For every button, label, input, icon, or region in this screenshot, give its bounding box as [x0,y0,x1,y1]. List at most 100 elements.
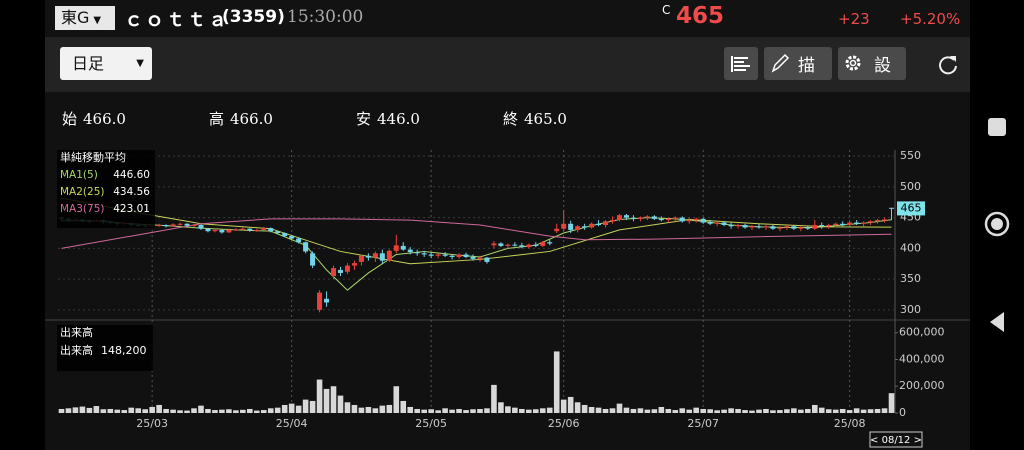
volume-bar [267,408,274,413]
candle-body [372,253,378,258]
volume-bar [170,409,176,413]
ma-line [61,217,892,291]
candle-body [512,244,518,246]
volume-bar [212,410,218,413]
back[interactable] [990,312,1004,332]
candle-body [533,244,539,246]
candle-body [428,254,434,256]
candle-body [303,242,309,252]
home[interactable] [984,211,1010,237]
candle-body [289,236,295,239]
volume-bar [763,408,769,413]
recent-apps[interactable] [988,118,1006,136]
volume-bar [867,409,874,413]
candle-body [875,220,881,222]
ma-line [61,218,892,249]
candle-body [616,215,622,221]
volume-bar [274,407,281,413]
volume-bar [421,409,427,413]
x-tick-label: 25/07 [687,417,719,430]
volume-bar [686,409,693,413]
ohlc-value: 466.0 [230,110,273,128]
volume-bar [107,408,114,413]
volume-bar [749,410,755,413]
ma-legend-name: MA3(75) [60,203,104,215]
volume-bar [853,408,860,413]
volume-bar [79,406,86,413]
volume-value: 148,200 [101,344,147,357]
volume-bar [567,396,574,413]
candle-body [379,253,385,261]
ma-legend-value: 434.56 [113,186,150,198]
volume-bar [351,404,358,413]
candle-body [742,225,748,228]
volume-bar [219,409,225,413]
candle-body [365,255,371,258]
candle-body [672,217,678,219]
volume-label: 出来高 [60,343,93,357]
volume-bar [623,407,630,413]
volume-bar [658,406,665,413]
candle-body [575,226,581,230]
volume-bar [805,408,811,413]
candle-body [700,218,706,223]
ohlc-value: 446.0 [377,110,420,128]
ohlc-value: 465.0 [524,110,567,128]
volume-bar [770,410,776,413]
price: 465 [676,3,725,29]
candle-body [324,298,330,303]
volume-bar [574,402,581,413]
refresh-button[interactable] [936,52,960,76]
candle-body [784,226,790,228]
volume-bar [414,408,421,413]
candle-body [826,225,832,227]
volume-bar [665,408,672,413]
list-button[interactable] [724,47,758,80]
candle-body [268,228,274,232]
candle-body [547,242,553,244]
volume-bar [240,409,246,413]
volume-bar [860,409,867,413]
volume-bar [309,400,316,413]
volume-bar [477,408,483,413]
volume-bar [707,409,713,413]
header-bar [45,0,970,37]
y-tick-label: 400 [900,241,921,254]
candle-body [212,229,218,232]
candle-body [686,220,692,222]
candle-body [679,217,685,222]
volume-bar [58,408,65,413]
period-select[interactable]: 日足 ▼ [60,47,152,80]
candle-body [707,222,713,224]
candle-body [344,265,350,272]
candle-body [456,254,462,257]
ma-legend-name: MA1(5) [60,169,98,181]
market-select[interactable]: 東G ▼ [55,6,115,30]
volume-bar [184,410,190,413]
candle-body [177,223,183,225]
volume-bar [553,351,560,413]
volume-bar [163,408,169,413]
volume-bar [630,408,637,413]
volume-bar [526,409,532,413]
volume-bar [714,410,720,413]
cursor-box [869,431,923,448]
candle-body [868,221,874,223]
volume-bar [442,408,448,413]
settings-button[interactable]: 設定 [838,47,906,80]
ma-legend-value: 423.01 [113,203,150,215]
volume-bar [881,408,888,413]
volume-bar [226,409,232,413]
candle-body [644,216,650,218]
volume-bar [142,409,148,413]
volume-bar [672,410,679,413]
candle-body [498,243,504,246]
draw-button[interactable]: 描画 [764,47,832,80]
candle-body [477,257,483,259]
settings-label: 設定 [874,56,899,76]
volume-bar [546,407,553,413]
volume-bar [609,408,616,413]
candle-body [163,225,169,227]
volume-bar [449,409,455,413]
